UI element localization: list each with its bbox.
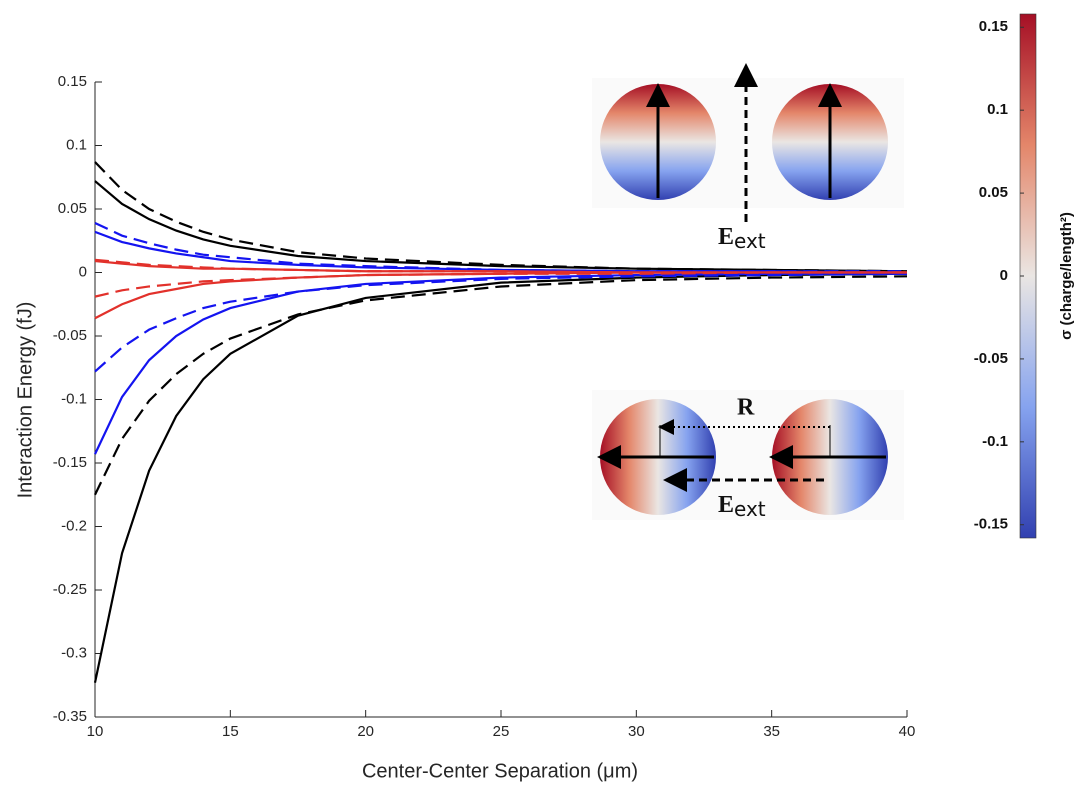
x-tick-label: 25 xyxy=(493,723,510,740)
x-axis-label: Center-Center Separation (μm) xyxy=(362,760,638,782)
field-label-sub: ext xyxy=(734,497,766,521)
colorbar-tick-label: -0.05 xyxy=(974,350,1008,367)
y-tick-label: 0.1 xyxy=(66,136,87,153)
separation-label: R xyxy=(737,395,755,421)
plot-area: -0.35 -0.3 -0.25 -0.2 -0.15 -0.1 -0.05 0 0.05 0.1… xyxy=(53,73,916,740)
y-tick-label: -0.05 xyxy=(53,327,87,344)
field-label: Eext xyxy=(718,492,766,521)
y-tick-label: -0.1 xyxy=(61,390,87,407)
series-line xyxy=(93,272,908,683)
field-label-sub: ext xyxy=(734,229,766,253)
x-tick-label: 20 xyxy=(357,723,374,740)
y-tick-label: -0.15 xyxy=(53,454,87,471)
y-tick-label: -0.2 xyxy=(61,517,87,534)
field-label: Eext xyxy=(718,224,766,253)
series-line xyxy=(94,161,908,273)
x-tick-label: 15 xyxy=(222,723,239,740)
x-tick-label: 40 xyxy=(899,723,916,740)
inset-bottom: R Eext xyxy=(592,390,904,521)
colorbar-tick-label: 0.05 xyxy=(979,184,1008,201)
series-line xyxy=(94,271,907,298)
colorbar-tick-label: 0.1 xyxy=(987,101,1008,118)
inset-top: Eext xyxy=(592,63,904,253)
colorbar-label: σ (charge/length²) xyxy=(1058,212,1075,340)
series-line xyxy=(94,221,907,273)
x-tick-label: 10 xyxy=(87,723,104,740)
series-line xyxy=(94,272,907,455)
x-tick-label: 35 xyxy=(763,723,780,740)
y-tick-label: -0.3 xyxy=(61,644,87,661)
colorbar-tick-label: -0.15 xyxy=(974,516,1008,533)
field-label-main: E xyxy=(718,492,734,518)
colorbar-tick-label: -0.1 xyxy=(982,433,1008,450)
colorbar-tick-label: 0 xyxy=(1000,267,1008,284)
x-tick-label: 30 xyxy=(628,723,645,740)
series-line xyxy=(94,272,908,373)
y-axis-label: Interaction Energy (fJ) xyxy=(14,302,36,499)
field-label-main: E xyxy=(718,224,734,250)
y-tick-label: 0 xyxy=(79,263,87,280)
y-tick-label: 0.05 xyxy=(58,200,87,217)
y-tick-label: -0.35 xyxy=(53,708,87,725)
y-tick-label: 0.15 xyxy=(58,73,87,90)
series-line xyxy=(94,258,907,274)
y-tick-label: -0.25 xyxy=(53,581,87,598)
colorbar-tick-label: 0.15 xyxy=(979,18,1008,35)
